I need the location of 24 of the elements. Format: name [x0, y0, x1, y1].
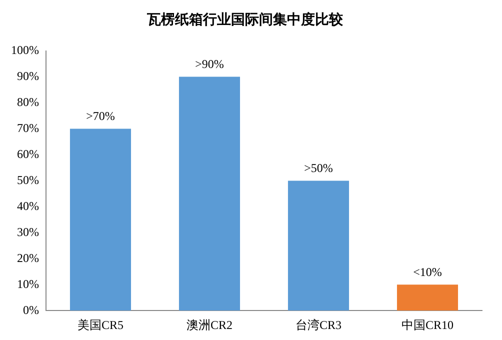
- y-tick-label: 30%: [16, 224, 39, 239]
- y-tick-label: 70%: [16, 120, 39, 135]
- y-tick-label: 60%: [16, 146, 39, 161]
- x-tick-label: 台湾CR3: [295, 318, 342, 332]
- chart-title: 瓦楞纸箱行业国际间集中度比较: [146, 11, 344, 28]
- y-tick-label: 10%: [16, 276, 39, 291]
- x-tick-label: 中国CR10: [401, 318, 454, 332]
- x-tick-label: 澳洲CR2: [186, 318, 233, 332]
- bar: [396, 284, 458, 311]
- data-label: <10%: [413, 264, 442, 279]
- data-label: >50%: [304, 160, 333, 175]
- y-tick-label: 100%: [10, 42, 39, 57]
- y-tick-label: 50%: [16, 172, 39, 187]
- y-tick-label: 80%: [16, 94, 39, 109]
- bar: [288, 180, 350, 311]
- x-tick-label: 美国CR5: [77, 318, 124, 332]
- data-label: >70%: [86, 108, 115, 123]
- bar: [178, 76, 240, 311]
- bar: [70, 128, 132, 311]
- y-tick-label: 20%: [16, 250, 39, 265]
- data-label: >90%: [195, 56, 224, 71]
- y-tick-label: 90%: [16, 68, 39, 83]
- y-tick-label: 40%: [16, 198, 39, 213]
- y-tick-label: 0%: [22, 302, 39, 317]
